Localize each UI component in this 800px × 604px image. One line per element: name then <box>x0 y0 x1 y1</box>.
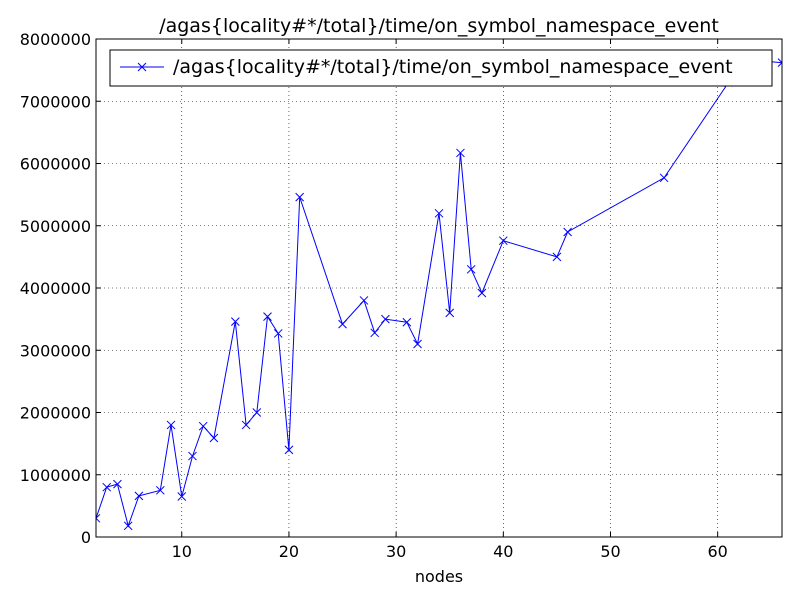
data-point-marker <box>456 148 465 158</box>
data-point-marker <box>552 252 562 262</box>
data-point-marker <box>434 208 444 218</box>
data-point-marker <box>284 445 294 455</box>
axis-ticks: 10 20 30 40 50 60 0 1000000 2000000 3000000 400000… <box>20 30 782 561</box>
series-group <box>96 56 782 531</box>
x-tick-label: 10 <box>172 542 192 561</box>
series-line <box>96 60 782 528</box>
data-point-marker <box>273 329 283 338</box>
y-tick-label: 7000000 <box>20 92 91 111</box>
x-tick-label: 50 <box>600 542 620 561</box>
data-point-marker <box>777 58 782 68</box>
legend: /agas{locality#*/total}/time/on_symbol_n… <box>109 49 773 87</box>
data-point-marker <box>166 420 176 430</box>
data-point-marker <box>155 485 165 495</box>
data-point-marker <box>230 317 240 326</box>
y-tick-label: 1000000 <box>20 466 91 485</box>
data-point-marker <box>359 296 369 305</box>
plot-frame <box>95 38 783 538</box>
data-point-marker <box>445 308 455 318</box>
legend-entry-label: /agas{locality#*/total}/time/on_symbol_n… <box>173 56 733 78</box>
chart-title: /agas{locality#*/total}/time/on_symbol_n… <box>159 15 719 37</box>
data-point-marker <box>123 521 133 531</box>
data-point-marker <box>370 328 380 338</box>
data-point-marker <box>413 339 422 349</box>
x-tick-label: 20 <box>279 542 299 561</box>
legend-marker-x-icon <box>137 62 147 72</box>
x-tick-label: 30 <box>386 542 406 561</box>
data-point-marker <box>134 491 144 501</box>
x-tick-label: 60 <box>708 542 728 561</box>
data-point-marker <box>338 319 347 329</box>
y-tick-label: 3000000 <box>20 341 91 360</box>
x-tick-label: 40 <box>493 542 513 561</box>
data-point-marker <box>177 492 187 501</box>
data-point-marker <box>263 312 272 321</box>
data-point-marker <box>402 317 412 327</box>
y-tick-label: 8000000 <box>20 30 91 49</box>
data-point-marker <box>241 420 251 430</box>
y-tick-label: 0 <box>81 528 91 547</box>
data-point-marker <box>498 236 508 246</box>
data-point-marker <box>113 479 122 489</box>
data-point-marker <box>96 513 101 523</box>
y-tick-label: 5000000 <box>20 217 91 236</box>
y-tick-label: 4000000 <box>20 279 91 298</box>
data-point-marker <box>477 288 487 298</box>
grid <box>96 39 782 537</box>
data-point-marker <box>659 173 669 183</box>
data-point-marker <box>198 421 208 431</box>
y-tick-label: 2000000 <box>20 404 91 423</box>
data-point-marker <box>252 408 262 417</box>
series-layer <box>96 56 782 531</box>
data-point-marker <box>381 314 390 324</box>
data-point-marker <box>188 451 197 461</box>
data-point-marker <box>563 227 572 237</box>
data-point-marker <box>102 482 112 492</box>
x-axis-label: nodes <box>415 567 463 586</box>
legend-box <box>109 49 773 87</box>
data-point-marker <box>466 264 476 274</box>
data-point-marker <box>209 433 219 443</box>
data-point-marker <box>295 192 305 202</box>
y-tick-label: 6000000 <box>20 155 91 174</box>
